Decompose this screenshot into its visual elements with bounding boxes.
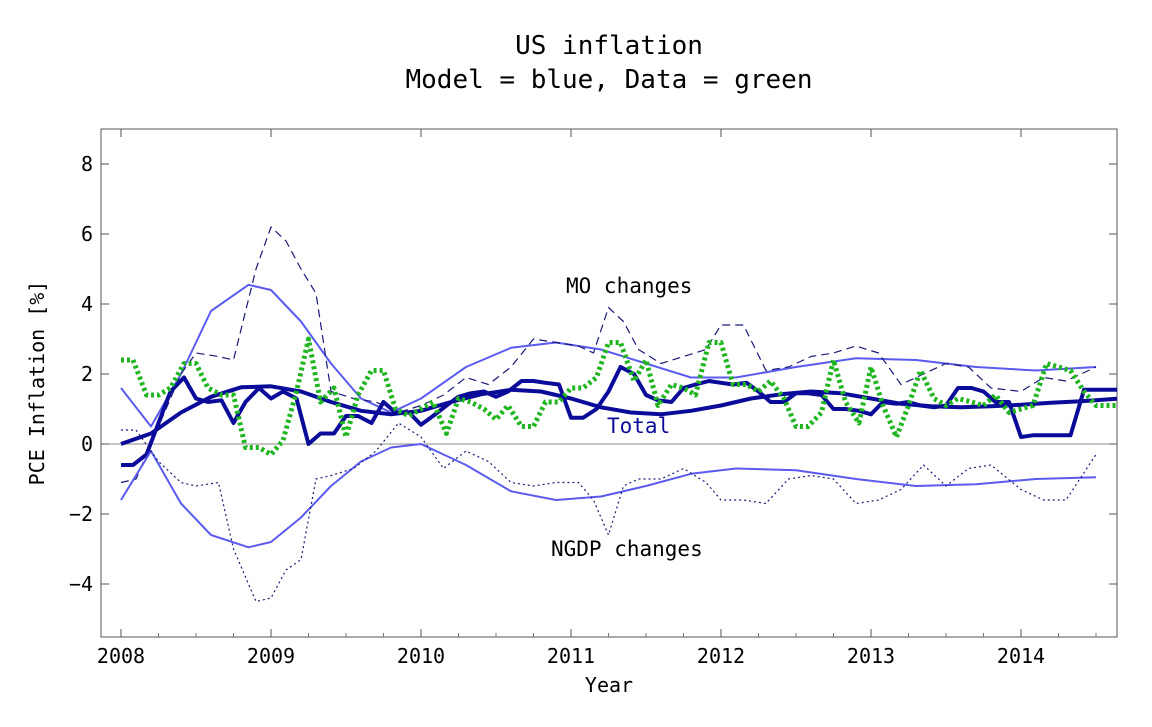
series-total-jagged [121,365,1117,467]
series-m0-smooth [120,283,1097,428]
chart-title: US inflation [515,31,703,61]
y-tick-label: 6 [81,222,93,246]
chart-subtitle: Model = blue, Data = green [406,65,813,95]
x-tick-label: 2010 [397,644,445,668]
annotation-m0: MO changes [566,274,692,298]
annotation-total: Total [607,414,670,438]
x-tick-label: 2012 [697,644,745,668]
x-tick-label: 2013 [847,644,895,668]
series-ngdp-smooth [120,443,1097,549]
y-axis: −4 −2 0 2 4 6 8 [69,152,1117,596]
x-axis: 2008 2009 2010 2011 2012 2013 2014 [97,129,1097,668]
x-tick-label: 2009 [247,644,295,668]
x-tick-label: 2011 [547,644,595,668]
x-axis-label: Year [585,673,633,697]
series-ngdp-dotted [121,422,1097,603]
y-tick-label: 0 [81,432,93,456]
series-layer [120,226,1117,603]
y-tick-label: −2 [69,502,93,526]
x-tick-label: 2008 [97,644,145,668]
annotation-ngdp: NGDP changes [551,537,703,561]
y-tick-label: 4 [81,292,93,316]
y-tick-label: 8 [81,152,93,176]
y-axis-label: PCE Inflation [%] [25,281,49,486]
x-tick-label: 2014 [997,644,1045,668]
y-tick-label: 2 [81,362,93,386]
y-tick-label: −4 [69,572,93,596]
